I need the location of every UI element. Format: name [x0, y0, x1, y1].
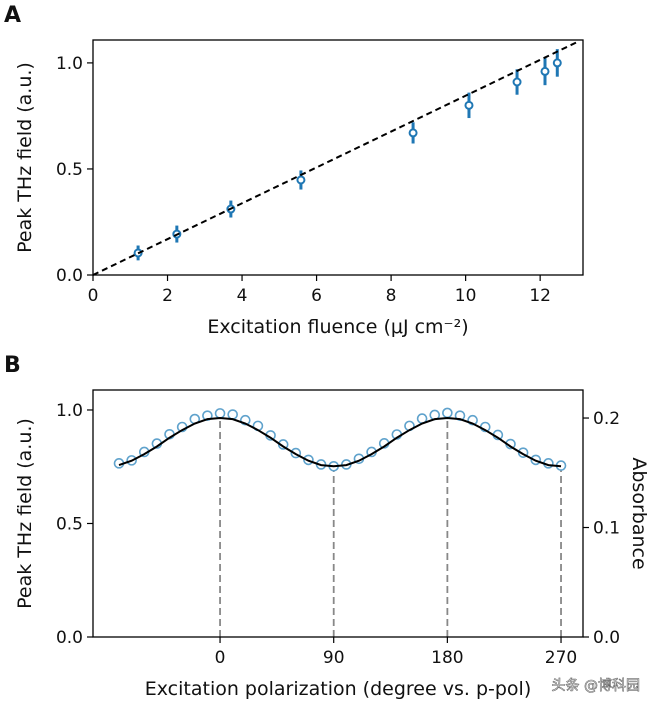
x-tick-label: 12 — [529, 286, 551, 306]
point — [512, 77, 522, 87]
panel-label: A — [4, 3, 21, 28]
point — [296, 175, 306, 185]
y-tick-label: 1.0 — [56, 54, 83, 74]
point — [552, 58, 562, 68]
point — [227, 409, 238, 420]
point — [214, 408, 226, 419]
x-tick-label: 0 — [88, 286, 99, 306]
plot-frame — [92, 389, 584, 638]
x-tick-label: 8 — [386, 286, 397, 306]
line — [118, 417, 562, 468]
y-axis-label: Peak THz field (a.u.) — [14, 418, 36, 609]
x-tick-label: 0 — [215, 648, 226, 668]
y2-tick-label: 0.2 — [593, 409, 620, 429]
y-tick-label: 1.0 — [56, 401, 83, 421]
y-tick-label: 0.0 — [56, 266, 83, 286]
x-tick-label: 6 — [311, 286, 322, 306]
x-axis-label: Excitation fluence (μJ cm⁻²) — [207, 316, 468, 338]
x-tick-label: 270 — [545, 648, 577, 668]
y2-tick-label: 0.0 — [593, 628, 620, 648]
x-tick-label: 90 — [323, 648, 345, 668]
x-tick-label: 180 — [431, 648, 463, 668]
y-tick-label: 0.5 — [56, 160, 83, 180]
plot-frame — [92, 39, 584, 276]
y-tick-label: 0.5 — [56, 514, 83, 534]
point — [408, 128, 418, 138]
watermark: 头条 @博科园 — [552, 677, 640, 694]
x-tick-label: 2 — [162, 286, 173, 306]
x-tick-label: 4 — [237, 286, 248, 306]
x-axis-label: Excitation polarization (degree vs. p-po… — [145, 678, 531, 700]
point — [464, 100, 474, 110]
line — [92, 41, 578, 276]
point — [540, 66, 550, 76]
y-axis-label: Peak THz field (a.u.) — [14, 62, 36, 253]
y2-tick-label: 0.1 — [593, 519, 620, 539]
y-tick-label: 0.0 — [56, 628, 83, 648]
point — [442, 407, 453, 419]
panel-label: B — [4, 353, 21, 378]
y2-axis-label: Absorbance — [628, 457, 650, 569]
x-tick-label: 10 — [455, 286, 477, 306]
